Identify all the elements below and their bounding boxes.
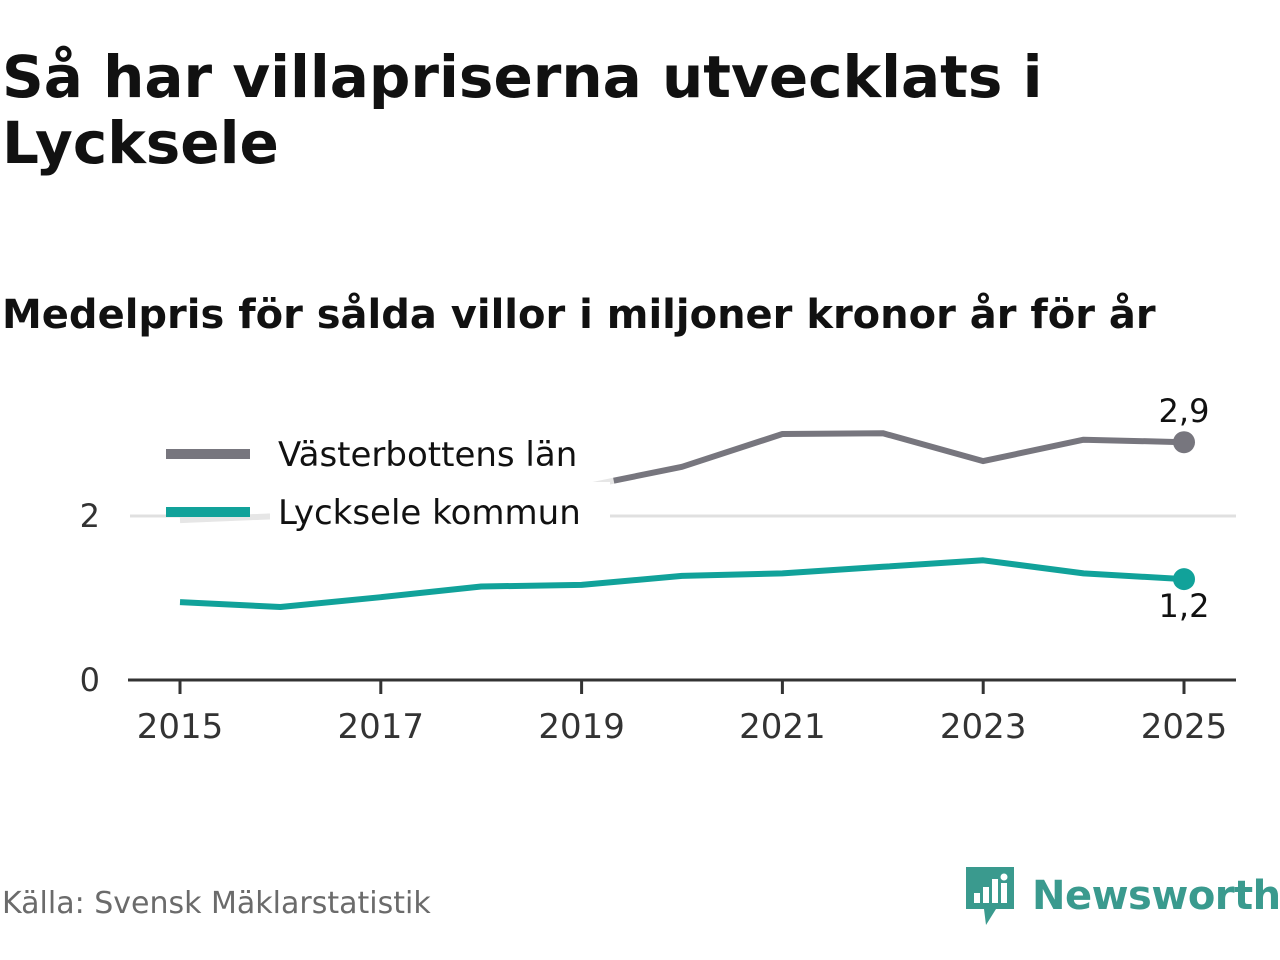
legend-bg-lycksele	[270, 482, 610, 530]
newsworthy-logo-icon	[966, 867, 1014, 925]
end-label-lycksele: 1,2	[1159, 587, 1210, 625]
label-layer: 2,9 1,2	[1159, 392, 1210, 625]
legend-label-lycksele: Lycksele kommun	[278, 493, 581, 533]
end-point-vasterbotten	[1173, 431, 1195, 454]
brand-name: Newsworthy	[1032, 873, 1280, 919]
brand-logo[interactable]: Newsworthy	[964, 864, 1280, 928]
x-tick-label-2021: 2021	[739, 707, 826, 747]
end-label-vasterbotten: 2,9	[1159, 392, 1210, 430]
y-tick-label-0: 0	[80, 661, 100, 699]
y-tick-label-2: 2	[80, 497, 100, 535]
chart-subtitle: Medelpris för sålda villor i miljoner kr…	[2, 292, 1156, 338]
end-point-lycksele	[1173, 568, 1195, 591]
x-tick-label-2023: 2023	[940, 707, 1027, 747]
legend-bg-vasterbotten	[270, 424, 610, 472]
series-line-vasterbotten	[613, 430, 1185, 484]
x-tick-label-2025: 2025	[1141, 707, 1228, 747]
legend: Västerbottens län Lycksele kommun	[166, 424, 610, 533]
x-tick-label-2017: 2017	[338, 707, 425, 747]
x-tick-label-2019: 2019	[538, 707, 625, 747]
axis-layer: 0 2 2015 2017 2019 2021 2023 2025	[80, 497, 1236, 747]
chart-title: Så har villapriserna utvecklats i Lyckse…	[2, 43, 1043, 177]
legend-label-vasterbotten: Västerbottens län	[278, 435, 577, 475]
x-tick-label-2015: 2015	[137, 707, 224, 747]
series-line-lycksele	[179, 557, 1185, 610]
source-note: Källa: Svensk Mäklarstatistik	[2, 886, 431, 921]
